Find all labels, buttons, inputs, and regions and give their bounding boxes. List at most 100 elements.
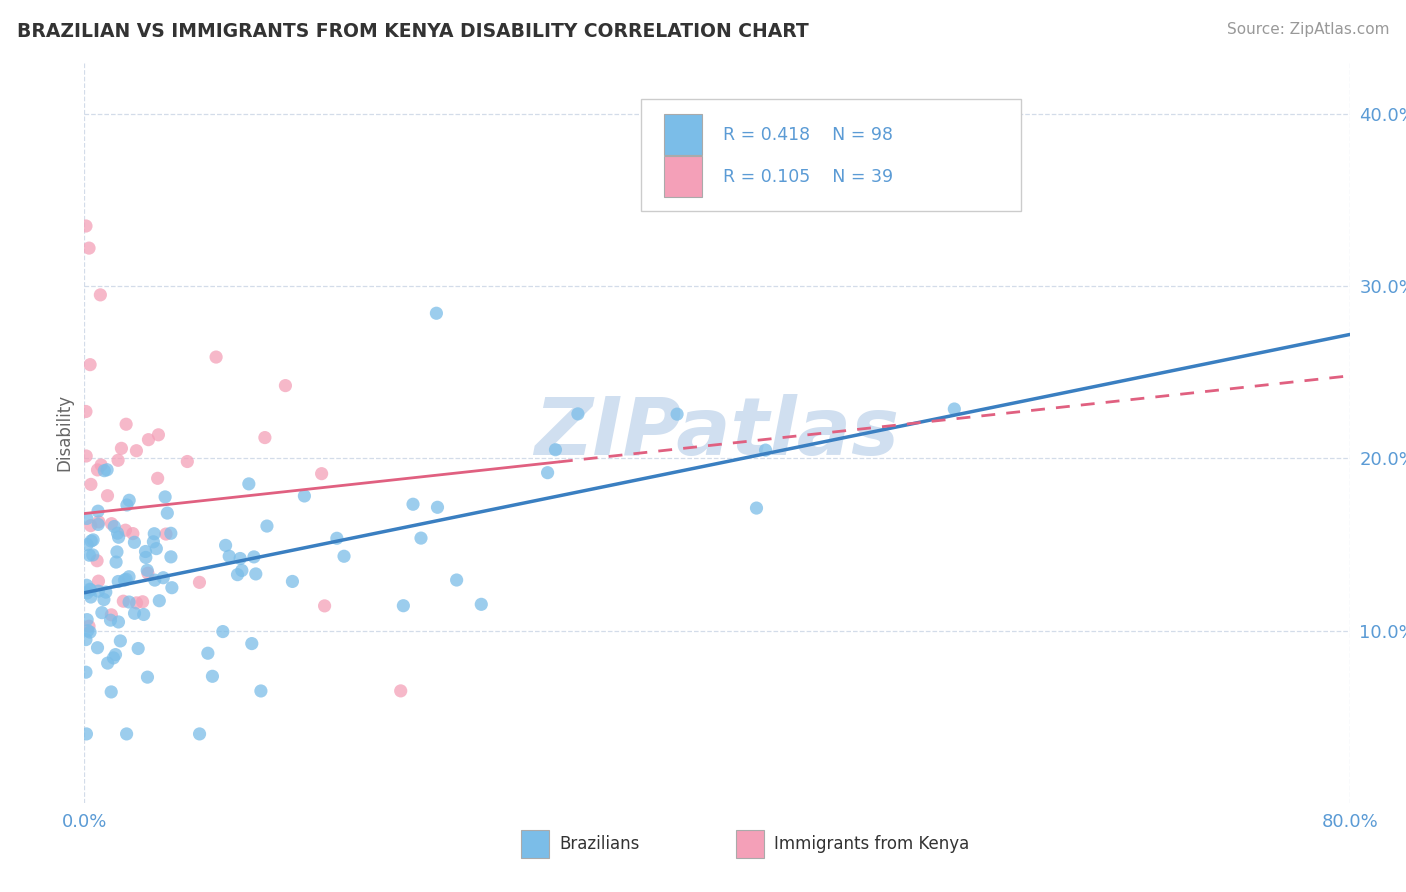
Point [90,458,112,472]
Point [544,442,567,457]
Point [470,598,492,612]
Point [75,449,97,463]
Point [97,656,120,670]
Point [240,637,263,651]
Point [274,378,297,392]
Point [160,581,183,595]
Point [311,467,333,481]
Point [745,501,768,516]
Point [90,606,112,620]
Point [76,578,98,592]
Point [176,454,198,468]
FancyBboxPatch shape [737,830,763,858]
Point [80,534,103,549]
Point [121,526,143,541]
Point [205,350,228,364]
Point [124,607,146,621]
Point [160,549,183,564]
Point [93,464,115,478]
Point [80,477,103,491]
Point [79,582,101,597]
Point [201,669,224,683]
Point [138,433,160,447]
Point [87,517,110,532]
Point [110,442,132,456]
Y-axis label: Disability: Disability [55,394,73,471]
Point [754,443,776,458]
Point [77,619,100,633]
Point [142,534,165,549]
Text: R = 0.418    N = 98: R = 0.418 N = 98 [724,126,893,144]
Point [446,573,468,587]
Point [426,500,449,515]
Point [143,573,166,587]
Point [148,593,170,607]
Point [86,554,108,568]
Point [76,624,98,638]
Text: ZIPatlas: ZIPatlas [534,393,900,472]
Point [389,684,412,698]
Point [115,572,138,586]
Point [136,563,159,577]
Point [76,537,98,551]
Point [110,634,132,648]
Point [256,519,278,533]
Point [127,641,149,656]
Point [567,407,589,421]
Point [93,592,115,607]
Point [103,519,125,533]
Text: Source: ZipAtlas.com: Source: ZipAtlas.com [1226,22,1389,37]
Point [314,599,336,613]
Point [79,548,101,562]
Point [94,585,117,599]
Point [197,646,219,660]
Point [79,518,101,533]
Point [75,219,97,233]
Point [82,548,104,562]
Point [124,535,146,549]
Point [76,613,98,627]
Point [76,511,98,525]
Point [245,566,267,581]
Point [107,526,129,541]
Point [87,515,110,529]
Point [105,555,128,569]
Point [333,549,356,564]
Point [118,493,141,508]
Point [104,648,127,662]
Point [96,463,118,477]
Point [82,533,104,547]
Point [666,407,689,421]
Point [115,498,138,512]
Point [214,538,236,552]
Text: Immigrants from Kenya: Immigrants from Kenya [775,835,969,854]
Point [134,544,156,558]
Point [77,241,100,255]
Point [250,684,273,698]
Point [105,545,128,559]
Point [80,590,103,604]
Point [107,615,129,629]
Point [107,453,129,467]
Point [86,463,108,477]
Point [103,651,125,665]
Point [96,489,118,503]
Point [326,531,349,545]
Point [75,665,97,680]
Point [87,574,110,589]
Point [132,607,155,622]
Point [402,497,425,511]
Point [229,551,252,566]
Point [392,599,415,613]
Point [107,530,129,544]
Point [292,489,315,503]
Point [75,727,97,741]
FancyBboxPatch shape [664,114,702,155]
Point [226,567,249,582]
Point [136,566,159,581]
Point [118,570,141,584]
Point [87,504,110,518]
Point [143,526,166,541]
Point [118,595,141,609]
Point [943,402,966,417]
